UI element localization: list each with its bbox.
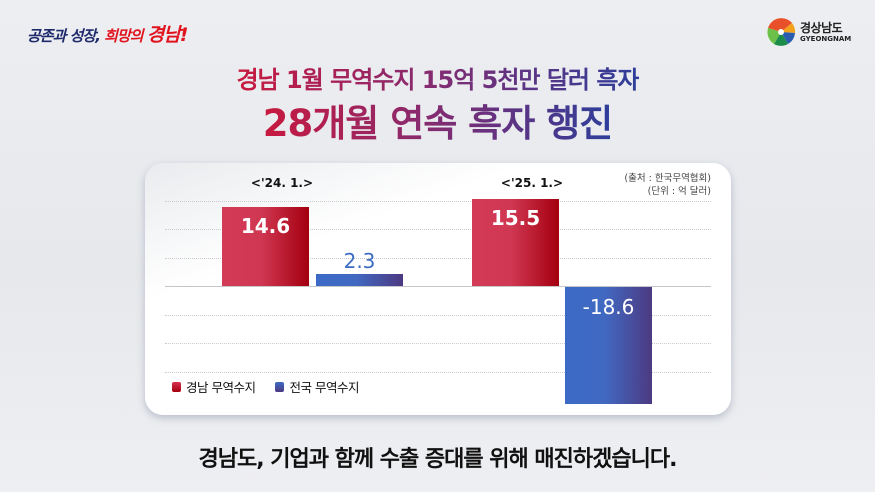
chart-legend: 경남 무역수지 전국 무역수지 bbox=[172, 377, 379, 396]
period-label-2024: <'24. 1.> bbox=[250, 176, 314, 190]
chart-panel: <'24. 1.> <'25. 1.> (출처 : 한국무역협회) (단위 : … bbox=[145, 163, 731, 415]
headline-text: 경남 1월 무역수지 15억 5천만 달러 흑자 bbox=[236, 66, 639, 94]
slogan-part2: 희망의 bbox=[104, 27, 147, 45]
bar-national-2025 bbox=[565, 287, 652, 404]
logo-name-en: GYEONGNAM bbox=[800, 34, 852, 43]
logo-name-ko: 경상남도 bbox=[800, 20, 843, 35]
bar-value-gyeongnam-2025: 15.5 bbox=[490, 206, 541, 230]
gridline bbox=[165, 372, 711, 373]
gridline bbox=[165, 343, 711, 344]
legend-label: 경남 무역수지 bbox=[186, 380, 256, 395]
slogan-part3: 경남! bbox=[146, 24, 189, 46]
slogan: 공존과 성장, 희망의 경남! bbox=[27, 20, 189, 47]
slogan-part1: 공존과 성장, bbox=[27, 27, 105, 45]
headline: 경남 1월 무역수지 15억 5천만 달러 흑자 bbox=[0, 60, 875, 95]
subheadline: 28개월 연속 흑자 행진 bbox=[0, 93, 875, 147]
bar-value-national-2025: -18.6 bbox=[582, 295, 635, 319]
footer-message: 경남도, 기업과 함께 수출 증대를 위해 매진하겠습니다. bbox=[198, 447, 678, 472]
unit-text: (단위 : 억 달러) bbox=[647, 186, 711, 197]
chart-source-note: (출처 : 한국무역협회) (단위 : 억 달러) bbox=[624, 172, 711, 198]
legend-swatch-red bbox=[172, 381, 181, 392]
gyeongnam-logo-icon bbox=[767, 18, 796, 46]
bar-value-gyeongnam-2024: 14.6 bbox=[240, 214, 291, 238]
legend-item-national: 전국 무역수지 bbox=[275, 377, 359, 396]
gridline bbox=[165, 201, 711, 202]
gridline bbox=[165, 315, 711, 316]
bar-gyeongnam-2025 bbox=[472, 199, 559, 286]
subheadline-text: 28개월 연속 흑자 행진 bbox=[262, 102, 613, 145]
source-text: (출처 : 한국무역협회) bbox=[624, 173, 711, 184]
legend-swatch-blue bbox=[275, 381, 285, 392]
bar-national-2024 bbox=[316, 274, 403, 286]
gridline bbox=[165, 229, 711, 230]
zero-baseline bbox=[165, 286, 711, 287]
legend-label: 전국 무역수지 bbox=[289, 380, 359, 395]
bar-gyeongnam-2024 bbox=[222, 207, 309, 286]
gyeongnam-logo: 경상남도 GYEONGNAM bbox=[766, 17, 851, 47]
period-label-2025: <'25. 1.> bbox=[500, 176, 564, 190]
gridline bbox=[165, 258, 711, 259]
bar-value-national-2024: 2.3 bbox=[343, 249, 376, 273]
legend-item-gyeongnam: 경남 무역수지 bbox=[172, 377, 256, 396]
